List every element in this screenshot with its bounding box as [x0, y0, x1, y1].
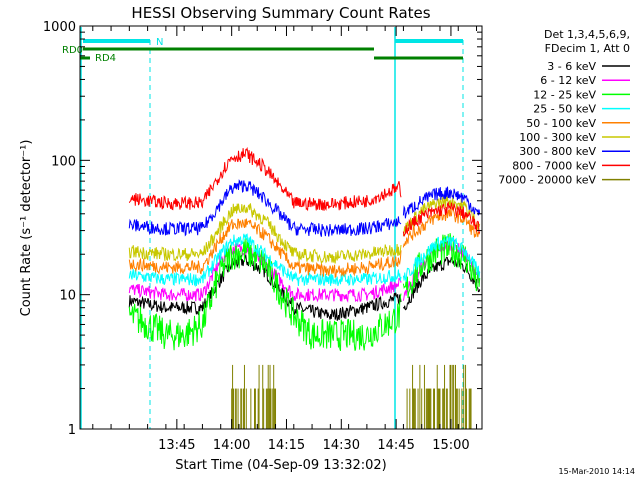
series-line — [128, 146, 402, 212]
series-25-50-kev — [128, 233, 481, 288]
rd0-label: RD0 — [62, 45, 83, 56]
legend-label: 12 - 25 keV — [533, 88, 596, 101]
x-tick-label: 13:45 — [158, 438, 195, 453]
legend-label: 6 - 12 keV — [540, 74, 596, 87]
legend-label: 25 - 50 keV — [533, 103, 596, 116]
x-tick-label: 15:00 — [432, 438, 469, 453]
x-tick-label: 14:45 — [377, 438, 414, 453]
legend-label: 50 - 100 keV — [526, 117, 596, 130]
y-axis-label: Count Rate (s⁻¹ detector⁻¹) — [19, 140, 34, 317]
series-line — [402, 235, 481, 282]
legend: Det 1,3,4,5,6,9, FDecim 1, Att 0 3 - 6 k… — [498, 28, 630, 187]
legend-label: 100 - 300 keV — [519, 131, 596, 144]
x-tick-label: 14:30 — [323, 438, 360, 453]
series-line — [128, 203, 402, 265]
series-800-7000-kev — [128, 146, 481, 237]
y-axis: 1 10 100 1000 — [43, 20, 482, 438]
night-marker-label: N — [156, 37, 163, 48]
legend-header-line-2: FDecim 1, Att 0 — [545, 42, 630, 55]
timestamp: 15-Mar-2010 14:14 — [559, 467, 636, 476]
x-tick-label: 14:00 — [213, 438, 250, 453]
legend-label: 800 - 7000 keV — [512, 159, 596, 172]
series-line — [402, 201, 481, 237]
x-axis-label: Start Time (04-Sep-09 13:32:02) — [175, 458, 386, 473]
series-line — [402, 186, 481, 219]
y-tick-label: 10 — [59, 289, 76, 304]
rd4-label: RD4 — [95, 53, 116, 64]
series-300-800-kev — [128, 179, 481, 237]
chart-title: HESSI Observing Summary Count Rates — [131, 4, 430, 22]
plot-frame — [79, 25, 483, 430]
series-line — [128, 242, 402, 303]
series-line — [128, 218, 402, 279]
y-tick-label: 1000 — [43, 20, 76, 35]
series-7000-20000-kev — [231, 364, 472, 429]
y-tick-label: 1 — [68, 423, 76, 438]
legend-label: 3 - 6 keV — [547, 60, 596, 73]
plot-area: N RD0 RD4 — [62, 27, 481, 429]
x-axis: 13:45 14:00 14:15 14:30 14:45 15:00 — [92, 26, 478, 453]
x-tick-label: 14:15 — [268, 438, 305, 453]
y-tick-label: 100 — [51, 154, 76, 169]
series-line — [128, 233, 402, 288]
series-line — [128, 179, 402, 237]
legend-label: 300 - 800 keV — [519, 145, 596, 158]
series-line — [128, 238, 402, 352]
legend-header-line-1: Det 1,3,4,5,6,9, — [544, 28, 630, 41]
legend-label: 7000 - 20000 keV — [498, 174, 596, 187]
